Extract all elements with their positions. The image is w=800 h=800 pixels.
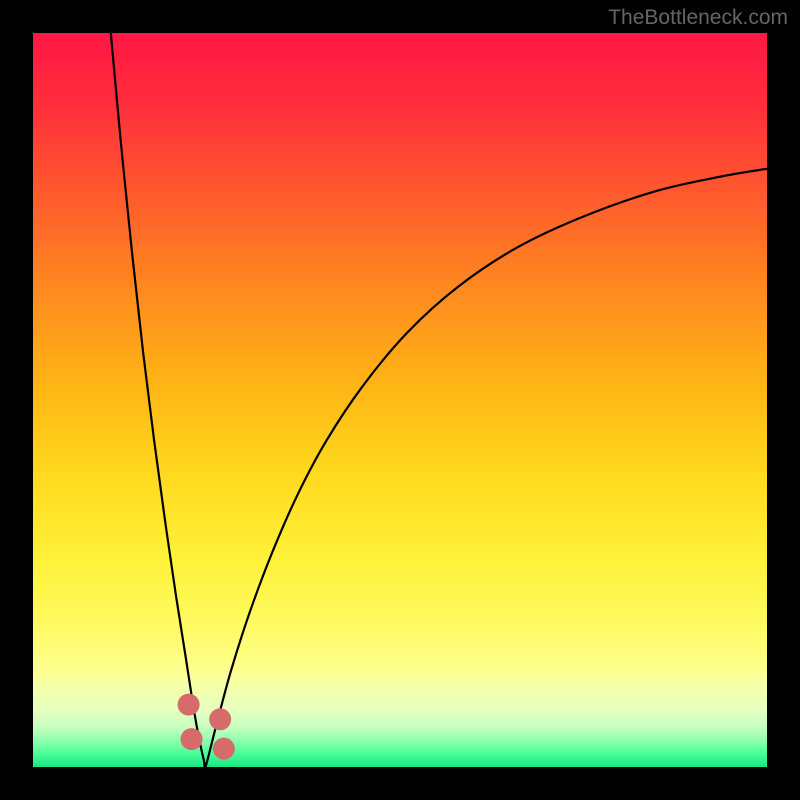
watermark-label: TheBottleneck.com — [608, 6, 788, 30]
marker-dot — [213, 738, 235, 760]
bottleneck-chart — [0, 0, 800, 800]
plot-background — [33, 33, 767, 767]
marker-dot — [181, 728, 203, 750]
marker-dot — [178, 694, 200, 716]
marker-dot — [209, 708, 231, 730]
chart-container: TheBottleneck.com — [0, 0, 800, 800]
